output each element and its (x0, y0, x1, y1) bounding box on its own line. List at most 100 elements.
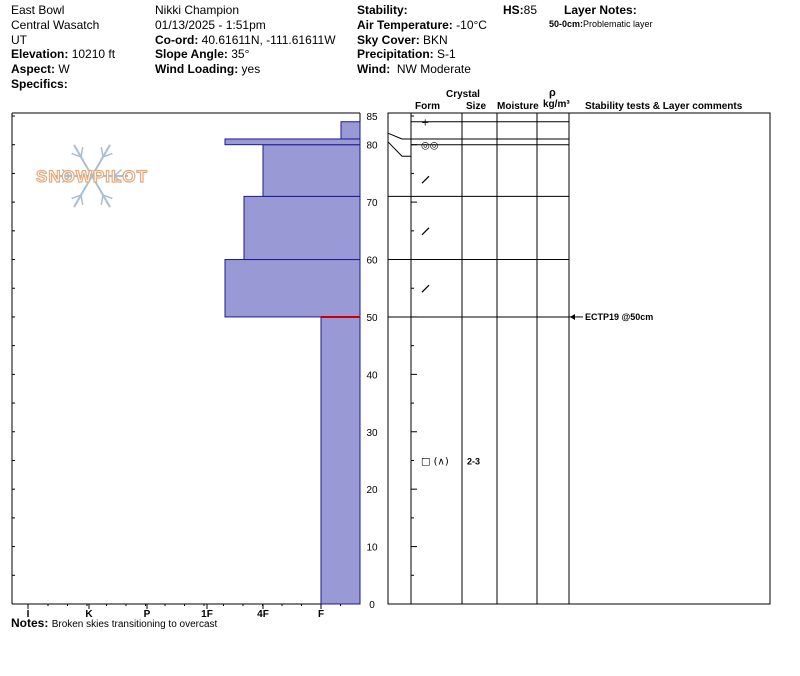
form-header: Form (415, 101, 440, 112)
wind-loading-value: yes (241, 62, 261, 76)
elevation-label: Elevation: (11, 47, 69, 61)
hardness-layer-bar (224, 259, 361, 318)
precip-value: S-1 (437, 47, 456, 61)
depth-tick-label: 85 (366, 112, 378, 123)
hardness-layer-bar (243, 195, 361, 261)
hs-row: HS:85 (503, 3, 537, 17)
density-unit: kg/m³ (543, 99, 570, 110)
hardness-plot: I K P 1F 4F F (11, 112, 361, 620)
snowflake-branch (100, 146, 104, 158)
notes-text: Broken skies transitioning to overcast (51, 619, 218, 630)
snowflake-arm (73, 175, 93, 208)
hardness-tick-label: K (85, 609, 93, 620)
snowflake-branch (61, 168, 71, 177)
elevation-row: Elevation: 10210 ft (11, 47, 115, 61)
snowflake-arm (91, 175, 111, 208)
range-name: Central Wasatch (11, 18, 100, 32)
size-header: Size (466, 101, 487, 112)
hardness-layer-bar (340, 121, 361, 140)
depth-axis: 0 10 20 30 40 50 60 70 80 85 (366, 112, 378, 611)
state-name: UT (11, 33, 27, 47)
hs-label: HS: (503, 3, 524, 17)
grain-form-symbol (421, 175, 430, 184)
depth-tick-label: 20 (366, 485, 378, 496)
layer-connector (387, 141, 411, 157)
wind-loading-row: Wind Loading: yes (155, 62, 260, 76)
precip-label: Precipitation: (357, 47, 434, 61)
specifics-label: Specifics: (11, 77, 68, 91)
snowflake-branch (102, 194, 113, 200)
stability-test-arrowhead (570, 313, 575, 320)
grain-form-symbol: + (421, 118, 429, 129)
snowflake-branch (71, 152, 82, 158)
wind-value: NW Moderate (396, 62, 471, 76)
grain-form-symbol (421, 227, 430, 236)
snowflake-branch (100, 194, 104, 206)
grain-form-symbol: □ (∧) (421, 456, 449, 467)
moisture-header: Moisture (497, 101, 539, 112)
snowflake-branch (61, 175, 71, 184)
hardness-tick-label: F (318, 609, 324, 620)
layer-note-text: Problematic layer (583, 19, 653, 29)
snowflake-branch (80, 146, 84, 158)
depth-tick-label: 10 (366, 543, 378, 554)
grain-form-symbol: ◎◎ (421, 141, 438, 152)
crystal-header: Crystal (446, 89, 480, 100)
precip-row: Precipitation: S-1 (357, 47, 456, 61)
hardness-tick-label: 1F (201, 609, 213, 620)
slope-row: Slope Angle: 35° (155, 47, 249, 61)
hardness-layer-bar (320, 316, 361, 605)
layer-note-row: 50-0cm:Problematic layer (549, 19, 653, 30)
snowflake-arm (73, 144, 93, 177)
snowpilot-watermark: SNOWPILOT (35, 144, 148, 208)
depth-tick-label: 70 (366, 198, 378, 209)
snowflake-branch (113, 168, 123, 177)
stability-test-label: ECTP19 @50cm (585, 312, 653, 322)
density-symbol: ρ (549, 87, 556, 99)
grain-size-value: 2-3 (467, 456, 480, 466)
wind-label: Wind: (357, 62, 391, 76)
sky-value: BKN (423, 33, 448, 47)
snowflake-branch (71, 194, 82, 200)
layer-note-depth: 50-0cm: (549, 19, 584, 29)
snowpilot-watermark-text: SNOWPILOT (36, 167, 148, 186)
sky-row: Sky Cover: BKN (357, 33, 448, 47)
depth-tick-label: 30 (366, 428, 378, 439)
aspect-row: Aspect: W (11, 62, 70, 76)
snowflake-branch (113, 175, 123, 184)
layer-notes-label: Layer Notes: (564, 3, 637, 17)
air-temp-value: -10°C (456, 18, 487, 32)
slope-value: 35° (231, 47, 250, 61)
air-temp-label: Air Temperature: (357, 18, 453, 32)
hardness-layer-bar (224, 138, 361, 146)
slope-label: Slope Angle: (155, 47, 228, 61)
depth-tick-label: 0 (369, 600, 375, 611)
location-name: East Bowl (11, 3, 65, 17)
coord-label: Co-ord: (155, 33, 199, 47)
observer-name: Nikki Champion (155, 3, 240, 17)
grain-form-symbol (421, 284, 430, 293)
depth-tick-label: 80 (366, 141, 378, 152)
notes-label: Notes: (11, 616, 49, 630)
wind-loading-label: Wind Loading: (155, 62, 239, 76)
aspect-value: W (58, 62, 70, 76)
snowflake-branch (102, 152, 113, 158)
depth-tick-label: 50 (366, 313, 378, 324)
layer-connector (387, 132, 411, 140)
hs-value: 85 (523, 3, 538, 17)
wind-row: Wind: NW Moderate (357, 62, 471, 76)
sky-label: Sky Cover: (357, 33, 420, 47)
elevation-value: 10210 ft (71, 47, 116, 61)
hardness-tick-label: 4F (257, 609, 269, 620)
comments-header: Stability tests & Layer comments (585, 101, 743, 112)
aspect-label: Aspect: (11, 62, 56, 76)
depth-tick-label: 40 (366, 370, 378, 381)
coord-value: 40.61611N, -111.61611W (201, 33, 336, 47)
grain-table-border (387, 112, 771, 605)
snowflake-arm (91, 144, 111, 177)
snowflake-branch (80, 194, 84, 206)
notes-row: Notes: Broken skies transitioning to ove… (11, 616, 217, 632)
stability-label: Stability: (357, 3, 408, 17)
hardness-tick-label: P (144, 609, 151, 620)
